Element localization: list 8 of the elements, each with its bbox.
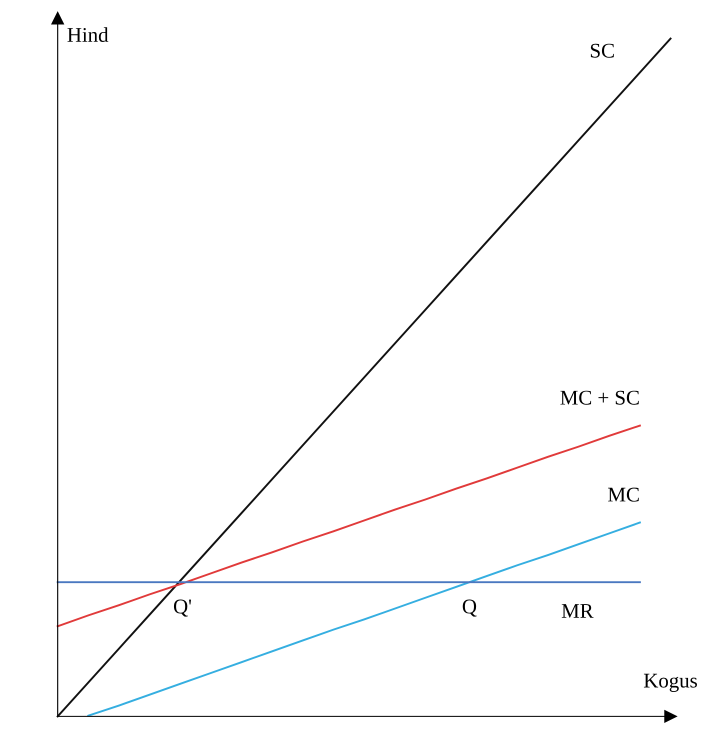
- series-label: SC: [590, 44, 614, 58]
- annotation: Q: [462, 600, 477, 617]
- series-label: MC: [608, 488, 639, 502]
- x-axis-title: Kogus: [644, 674, 697, 692]
- y-axis-title: Hind: [67, 27, 108, 42]
- series-label: MR: [562, 604, 594, 618]
- series-label: MC + SC: [560, 390, 639, 405]
- annotation: Q': [174, 600, 192, 617]
